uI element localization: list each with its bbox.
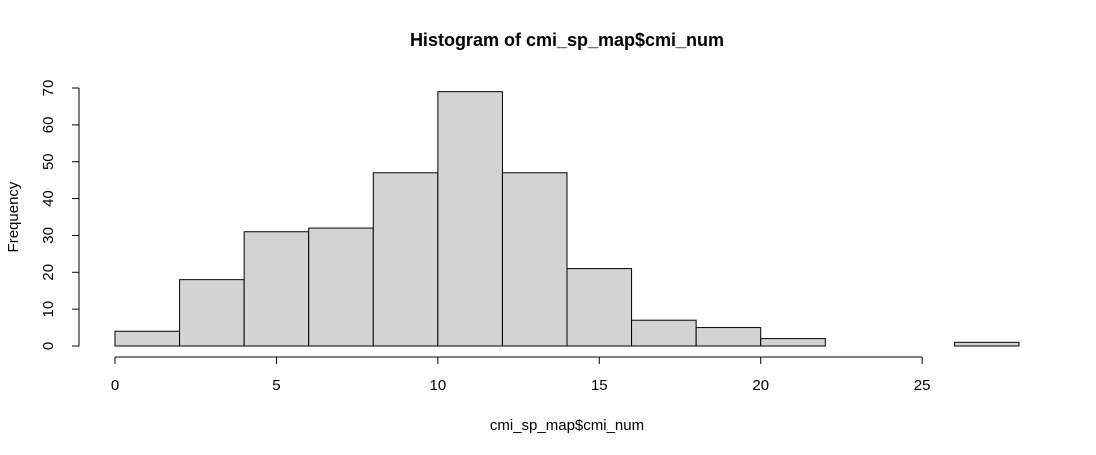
y-tick-label-1: 10 [40,301,57,318]
y-tick-label-3: 30 [40,227,57,244]
histogram-bar-7 [566,268,633,347]
y-axis-label: Frequency [5,181,22,252]
x-tick-label-4: 20 [752,377,769,394]
y-tick-label-2: 20 [40,264,57,281]
histogram-bar-10 [760,338,826,347]
y-tick-label-7: 70 [40,80,57,97]
histogram-bar-0 [114,330,181,347]
histogram-bar-3 [308,227,374,347]
y-tick-label-0: 0 [40,342,57,350]
x-axis: 0 5 10 15 20 25 [111,356,931,394]
x-tick-label-5: 25 [914,377,931,394]
histogram-bar-13 [953,341,1020,347]
histogram-bar-4 [372,172,439,347]
x-axis-label: cmi_sp_map$cmi_num [490,417,644,434]
y-axis: 0 10 20 30 40 50 60 70 [40,80,80,350]
x-tick-label-3: 15 [591,377,608,394]
histogram-bar-5 [437,91,503,347]
x-tick-label-1: 5 [272,377,280,394]
bars-group [114,91,1020,347]
histogram-bar-8 [631,319,697,347]
x-tick-label-0: 0 [111,377,119,394]
histogram-bar-9 [695,327,762,347]
histogram-bar-6 [501,172,568,347]
y-tick-label-4: 40 [40,190,57,207]
histogram-bar-2 [243,231,310,347]
y-tick-label-5: 50 [40,153,57,170]
chart-title: Histogram of cmi_sp_map$cmi_num [410,30,724,50]
histogram-bar-1 [179,279,245,347]
x-tick-label-2: 10 [430,377,447,394]
y-tick-label-6: 60 [40,117,57,134]
